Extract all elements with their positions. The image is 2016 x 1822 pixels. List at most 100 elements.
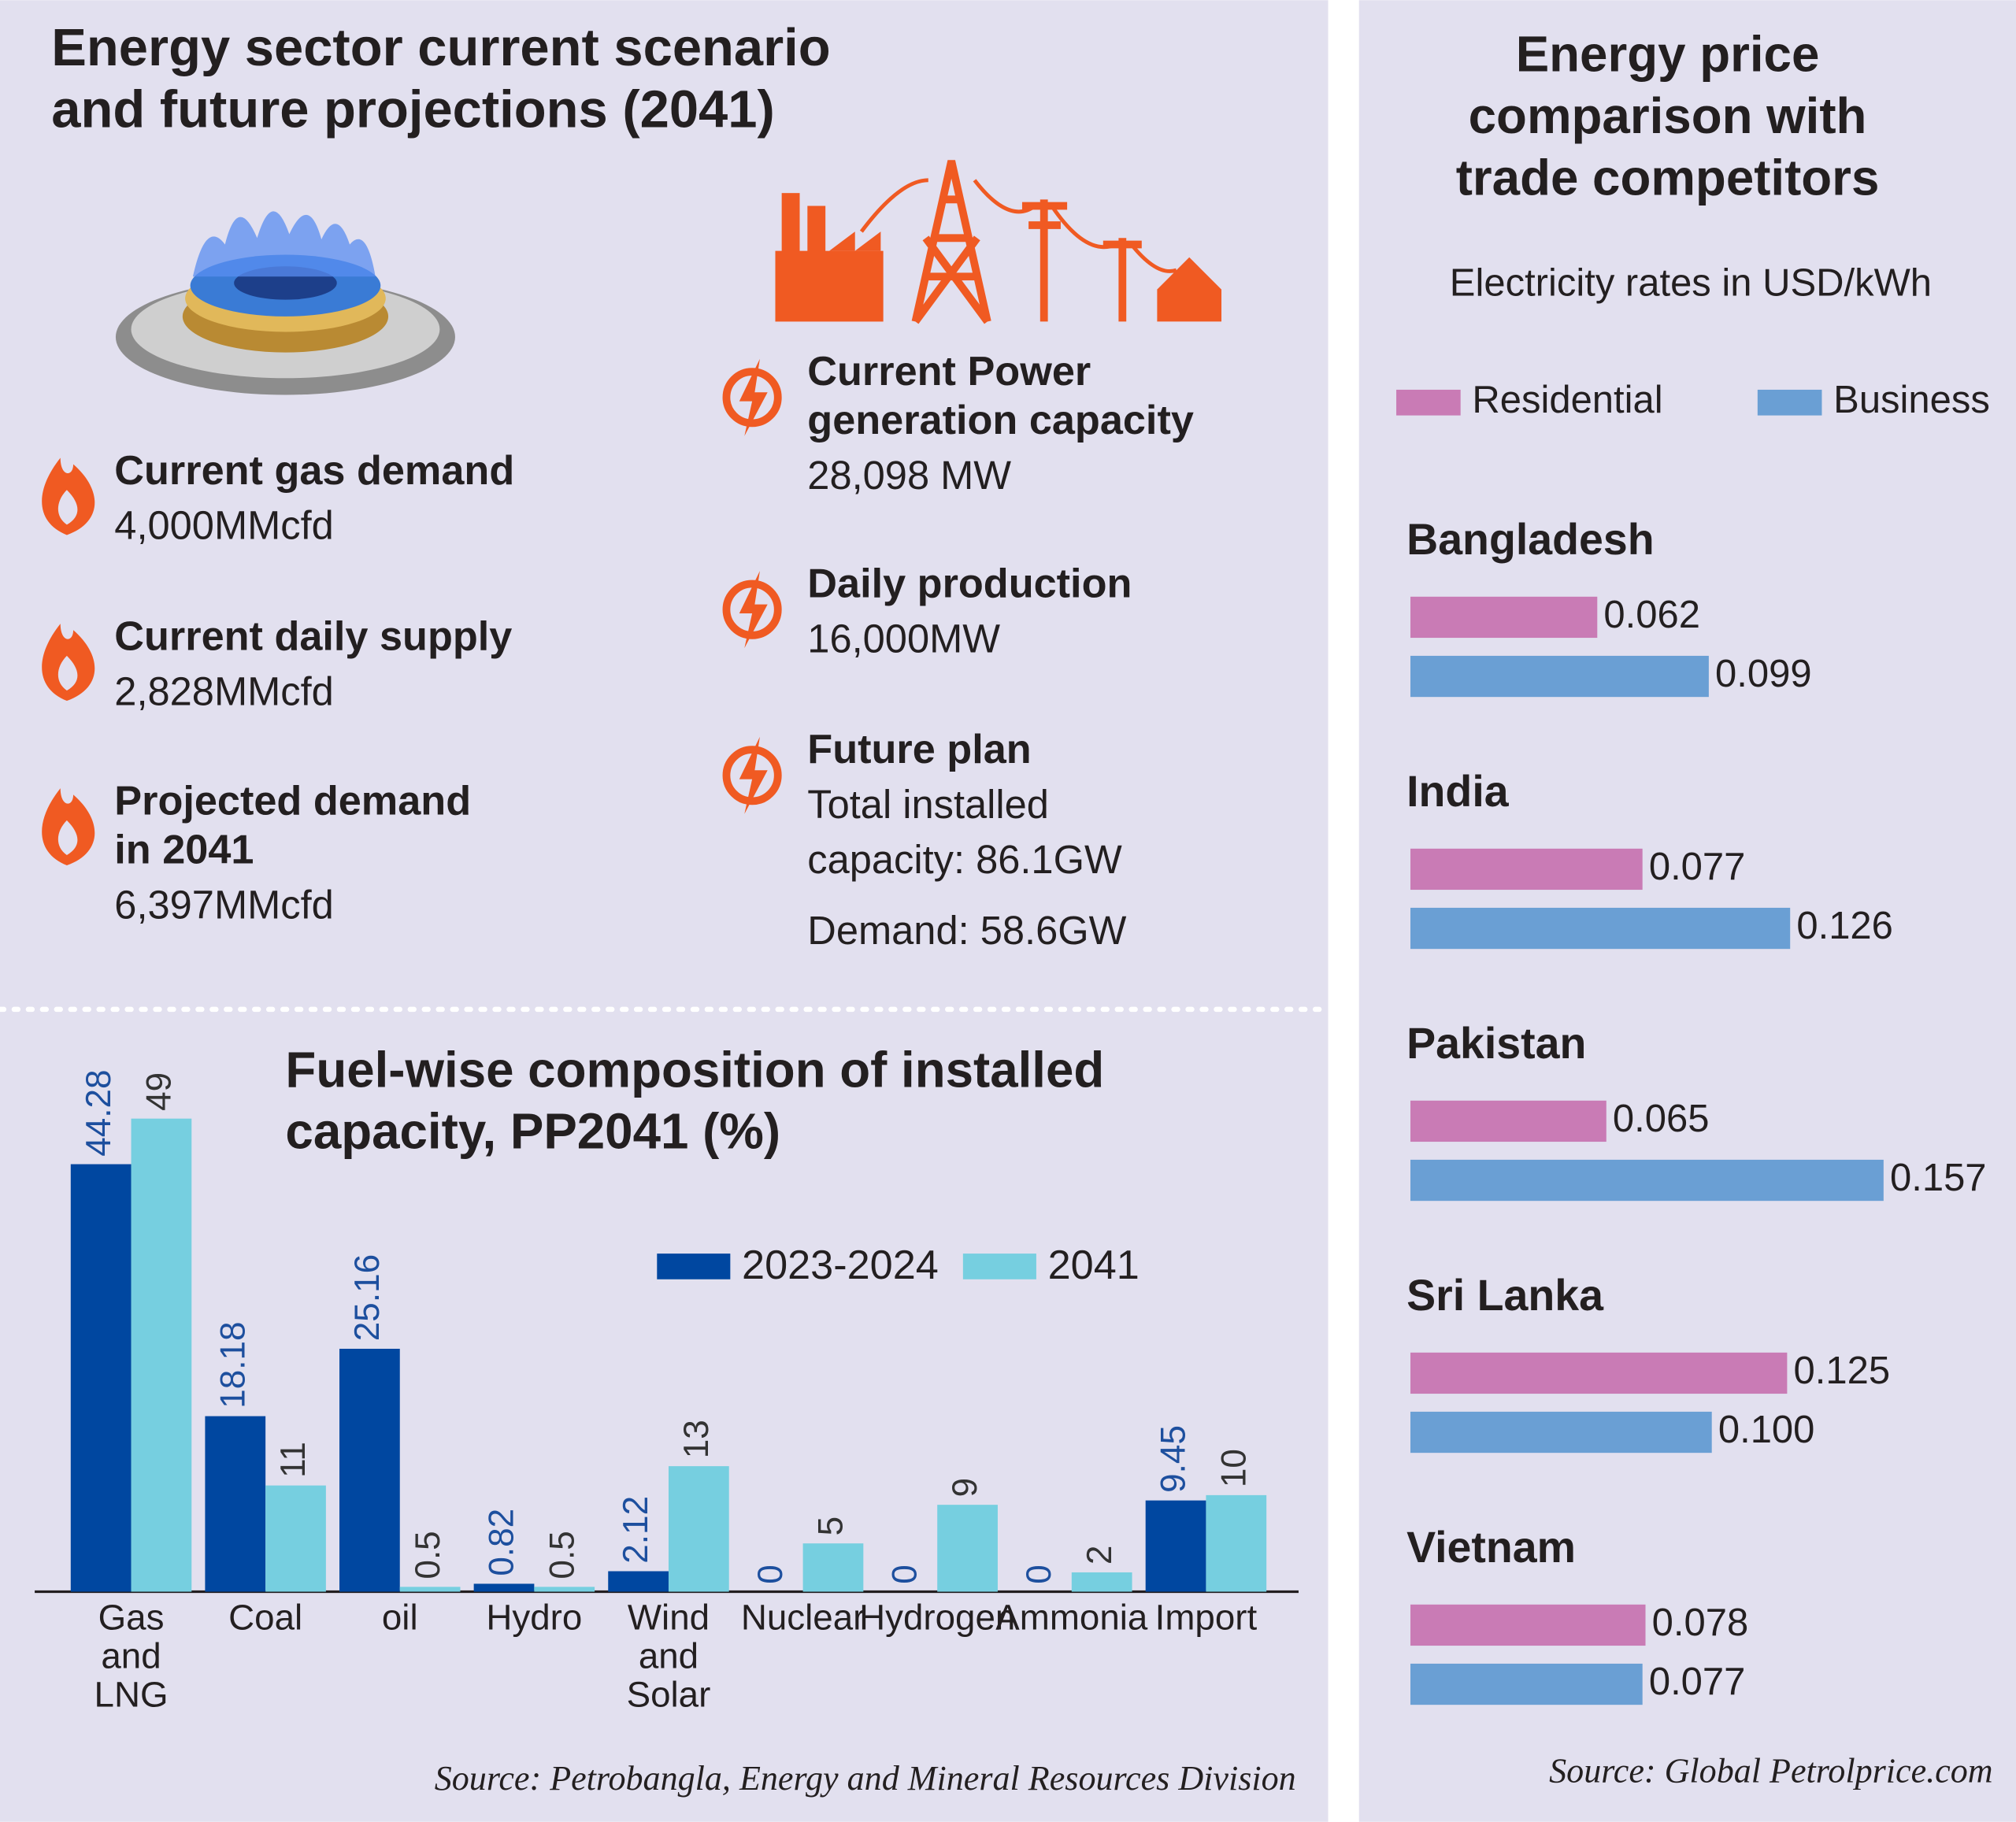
bar xyxy=(1410,1604,1646,1646)
chart-title: capacity, PP2041 (%) xyxy=(285,1104,780,1160)
bar xyxy=(205,1416,266,1592)
bar xyxy=(1410,1411,1712,1454)
x-tick-label: Coal xyxy=(228,1597,302,1637)
x-tick-label: oil xyxy=(382,1597,418,1637)
value-label: 0.5 xyxy=(409,1531,447,1579)
legend-label: Residential xyxy=(1472,379,1662,421)
value-label: 0.82 xyxy=(483,1509,521,1576)
stat-label: Current daily supply xyxy=(114,613,512,659)
bar xyxy=(937,1505,998,1592)
stat-value: Total installed xyxy=(807,782,1049,827)
stat-value: 16,000MW xyxy=(807,616,1000,661)
value-label: 0.157 xyxy=(1890,1157,1987,1199)
bolt-icon xyxy=(739,736,768,814)
x-tick-label-line: Wind xyxy=(628,1597,710,1637)
main-title: and future projections (2041) xyxy=(51,80,774,139)
x-tick-label-line: LNG xyxy=(94,1674,169,1714)
value-label: 0.077 xyxy=(1649,846,1746,888)
value-label: 2 xyxy=(1080,1546,1119,1565)
value-label: 0.065 xyxy=(1613,1098,1710,1140)
x-tick-label: Hydrogen xyxy=(859,1597,1015,1637)
bar xyxy=(802,1543,864,1592)
value-label: 10 xyxy=(1214,1449,1253,1487)
x-tick-label: Wind and Solar xyxy=(627,1597,711,1714)
value-label: 5 xyxy=(812,1516,850,1536)
bolt-icon xyxy=(722,368,782,428)
legend-swatch xyxy=(962,1254,1036,1279)
x-tick-label-line: and xyxy=(639,1635,699,1676)
stat-value: 28,098 MW xyxy=(807,453,1011,498)
value-label: 18.18 xyxy=(213,1321,252,1408)
x-tick-label-line: Solar xyxy=(627,1674,711,1714)
bar xyxy=(534,1587,595,1592)
stat-label: Current Power xyxy=(807,349,1091,394)
category-label: Vietnam xyxy=(1406,1523,1576,1572)
bolt-icon xyxy=(722,580,782,639)
value-label: 9 xyxy=(946,1478,984,1498)
legend-label: 2023-2024 xyxy=(742,1242,939,1288)
value-label: 0.077 xyxy=(1649,1661,1746,1703)
bar xyxy=(1410,1159,1884,1202)
stat-label: Projected demand xyxy=(114,778,471,824)
chart-subtitle: Electricity rates in USD/kWh xyxy=(1450,262,1932,305)
legend-label: 2041 xyxy=(1048,1242,1140,1288)
value-label: 0.125 xyxy=(1794,1350,1891,1392)
x-tick-label: Gas and LNG xyxy=(94,1597,169,1714)
bar xyxy=(131,1118,192,1592)
value-label: 0.100 xyxy=(1718,1409,1815,1451)
source: Source: Petrobangla, Energy and Mineral … xyxy=(435,1759,1296,1798)
bar xyxy=(1410,596,1598,639)
bolt-icon xyxy=(739,571,768,649)
bar xyxy=(1410,655,1709,698)
value-label: 0 xyxy=(1020,1565,1058,1584)
value-label: 44.28 xyxy=(80,1069,118,1156)
stat-value: 4,000MMcfd xyxy=(114,503,333,548)
source: Source: Global Petrolprice.com xyxy=(1549,1751,1992,1790)
category-label: India xyxy=(1406,767,1510,816)
value-label: 2.12 xyxy=(617,1496,655,1564)
value-label: 13 xyxy=(677,1420,716,1458)
bolt-icon xyxy=(739,358,768,436)
x-tick-label-line: Gas xyxy=(98,1597,165,1637)
flame-icon xyxy=(42,624,95,702)
x-tick-label: Import xyxy=(1155,1597,1258,1637)
stat-value: 2,828MMcfd xyxy=(114,668,333,713)
flame-icon xyxy=(42,788,95,866)
value-label: 0.062 xyxy=(1603,594,1700,636)
value-label: 0.099 xyxy=(1715,653,1812,695)
flame-icon xyxy=(42,457,95,535)
stat-label: in 2041 xyxy=(114,828,254,873)
category-label: Pakistan xyxy=(1406,1019,1586,1068)
bar xyxy=(1071,1572,1132,1592)
bolt-icon xyxy=(722,746,782,805)
main-title: Energy sector current scenario xyxy=(51,18,830,77)
chart-title: Fuel-wise composition of installed xyxy=(285,1042,1104,1098)
stat-label: Current gas demand xyxy=(114,448,514,494)
x-tick-label: Ammonia xyxy=(995,1597,1148,1637)
value-label: 0.078 xyxy=(1652,1602,1749,1644)
category-label: Sri Lanka xyxy=(1406,1271,1604,1320)
value-label: 49 xyxy=(140,1072,179,1111)
x-tick-label: Nuclear xyxy=(741,1597,865,1637)
chart-title: trade competitors xyxy=(1456,150,1880,206)
value-label: 0 xyxy=(751,1565,790,1584)
value-label: 0.126 xyxy=(1796,905,1893,947)
value-label: 11 xyxy=(274,1442,313,1478)
legend-swatch xyxy=(657,1254,731,1279)
chart-title: Energy price xyxy=(1516,27,1820,83)
stat-label: generation capacity xyxy=(807,398,1194,443)
legend-label: Business xyxy=(1833,379,1990,421)
bar xyxy=(1410,1100,1606,1142)
power-icon xyxy=(775,160,1222,324)
bar xyxy=(1145,1500,1206,1592)
legend-swatch xyxy=(1757,389,1822,416)
category-label: Bangladesh xyxy=(1406,515,1655,564)
bar xyxy=(1410,907,1791,950)
value-label: 0 xyxy=(885,1565,924,1584)
bar xyxy=(473,1583,535,1592)
bar xyxy=(1410,848,1643,891)
x-tick-label-line: and xyxy=(101,1635,161,1676)
bar xyxy=(608,1571,669,1592)
stat-label: Daily production xyxy=(807,561,1132,607)
value-label: 9.45 xyxy=(1154,1425,1193,1493)
